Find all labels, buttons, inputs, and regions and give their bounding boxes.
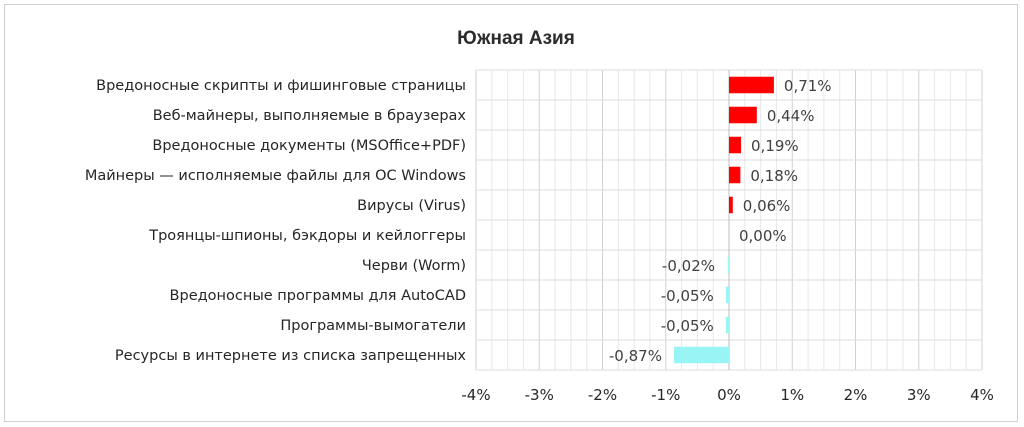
- category-label: Майнеры — исполняемые файлы для ОС Windo…: [85, 168, 466, 184]
- x-tick-label: -2%: [588, 386, 617, 404]
- bar: [673, 346, 729, 364]
- data-label: -0,02%: [662, 257, 715, 275]
- data-label: 0,18%: [750, 167, 798, 185]
- category-label: Вредоносные скрипты и фишинговые страниц…: [96, 78, 466, 94]
- bar: [729, 136, 742, 154]
- bar: [729, 196, 733, 214]
- category-label: Программы-вымогатели: [280, 318, 466, 334]
- category-label: Вредоносные документы (MSOffice+PDF): [152, 138, 466, 154]
- x-tick-label: -1%: [651, 386, 680, 404]
- category-label: Вредоносные программы для AutoCAD: [170, 288, 466, 304]
- x-tick-label: 3%: [907, 386, 931, 404]
- category-label: Троянцы-шпионы, бэкдоры и кейлоггеры: [148, 228, 466, 244]
- chart-frame: [4, 4, 1018, 422]
- bar: [725, 286, 729, 304]
- x-tick-label: -3%: [525, 386, 554, 404]
- data-label: 0,00%: [739, 227, 787, 245]
- data-label: -0,05%: [661, 287, 714, 305]
- data-label: 0,44%: [767, 107, 815, 125]
- data-label: 0,06%: [743, 197, 791, 215]
- chart-title: Южная Азия: [457, 28, 575, 49]
- bar: [727, 256, 729, 274]
- grid-lines: [475, 69, 983, 371]
- category-labels: Вредоносные скрипты и фишинговые страниц…: [85, 78, 467, 364]
- category-label: Веб-майнеры, выполняемые в браузерах: [153, 108, 467, 124]
- data-label: 0,71%: [784, 77, 832, 95]
- x-tick-label: 4%: [970, 386, 994, 404]
- bar: [729, 106, 757, 124]
- x-tick-label: 2%: [844, 386, 868, 404]
- x-tick-labels: -4% -3% -2% -1% 0% 1% 2% 3% 4%: [461, 386, 994, 404]
- data-labels: 0,71% 0,44% 0,19% 0,18% 0,06% 0,00% -0,02% -0,0…: [609, 77, 832, 365]
- bar: [725, 316, 729, 334]
- category-label: Черви (Worm): [362, 258, 466, 274]
- data-label: -0,05%: [661, 317, 714, 335]
- x-tick-label: 0%: [717, 386, 741, 404]
- bar: [729, 76, 774, 94]
- category-label: Вирусы (Virus): [357, 198, 466, 214]
- data-label: -0,87%: [609, 347, 662, 365]
- bar: [729, 166, 741, 184]
- data-label: 0,19%: [751, 137, 799, 155]
- category-label: Ресурсы в интернете из списка запрещенны…: [115, 348, 466, 364]
- x-tick-label: -4%: [461, 386, 490, 404]
- bars: [673, 76, 774, 364]
- x-tick-label: 1%: [780, 386, 804, 404]
